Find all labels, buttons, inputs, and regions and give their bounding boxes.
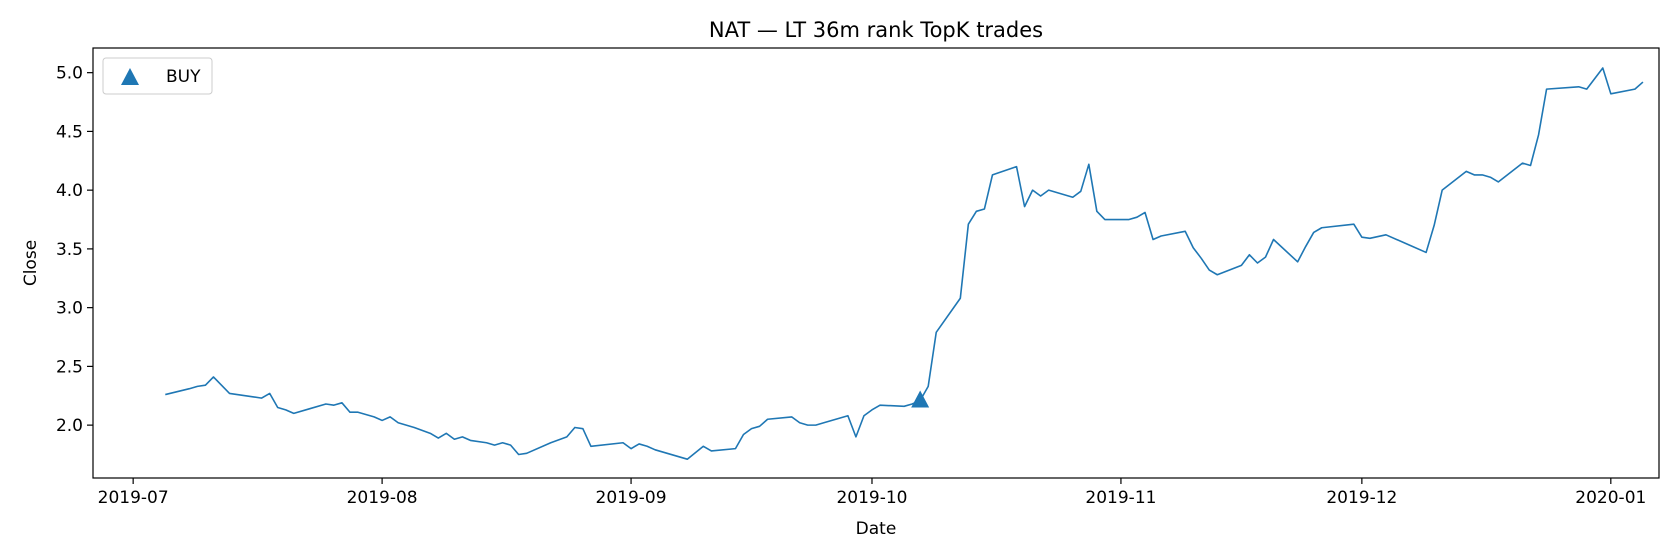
y-tick-label: 3.0 — [56, 299, 83, 319]
x-tick-label: 2019-12 — [1326, 488, 1397, 508]
x-tick-label: 2019-07 — [98, 488, 169, 508]
x-tick-label: 2019-11 — [1085, 488, 1156, 508]
plot-frame — [92, 47, 1660, 479]
y-axis: 2.0 2.5 3.0 3.5 4.0 4.5 5.0 — [56, 64, 93, 436]
plot-area — [165, 67, 1644, 461]
y-tick-label: 4.5 — [56, 122, 83, 142]
x-tick-label: 2020-01 — [1575, 488, 1646, 508]
close-price-line — [165, 67, 1644, 461]
x-axis-title: Date — [856, 519, 897, 539]
x-tick-label: 2019-10 — [836, 488, 907, 508]
y-tick-label: 4.0 — [56, 181, 83, 201]
y-tick-label: 3.5 — [56, 240, 83, 260]
legend: BUY — [102, 57, 213, 95]
y-tick-label: 2.5 — [56, 357, 83, 377]
legend-buy-marker-icon — [121, 68, 139, 85]
x-tick-label: 2019-08 — [347, 488, 418, 508]
y-axis-title: Close — [21, 240, 41, 286]
y-tick-label: 2.0 — [56, 416, 83, 436]
y-tick-label: 5.0 — [56, 64, 83, 84]
x-tick-label: 2019-09 — [596, 488, 667, 508]
legend-buy-label: BUY — [166, 67, 201, 87]
buy-marker — [911, 390, 930, 408]
x-axis: 2019-07 2019-08 2019-09 2019-10 2019-11 2019-… — [98, 478, 1646, 508]
chart-title: NAT — LT 36m rank TopK trades — [709, 18, 1043, 42]
